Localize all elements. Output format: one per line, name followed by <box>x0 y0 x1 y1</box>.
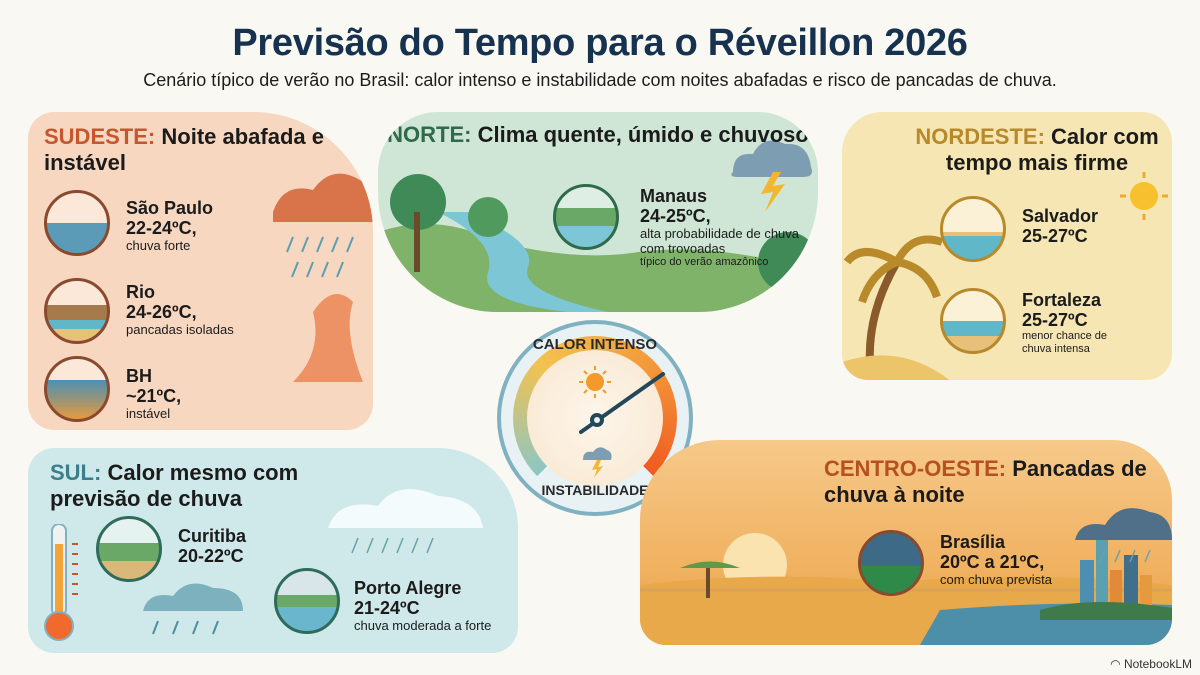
notebooklm-logo-icon: ◠ <box>1110 657 1121 671</box>
region-panel-sudeste: SUDESTE: Noite abafada e instável São Pa… <box>28 112 373 430</box>
sun-icon <box>1120 172 1168 220</box>
mountain-beach-icon <box>44 278 110 344</box>
forest-river-storm-icon <box>553 184 619 250</box>
storm-cloud-icon <box>731 140 812 212</box>
beach-icon <box>940 288 1006 354</box>
region-label-nordeste: NORDESTE: <box>915 124 1045 149</box>
region-panel-nordeste: NORDESTE: Calor com tempo mais firme Sal… <box>842 112 1172 380</box>
city-manaus: Manaus 24-25ºC, alta probabilidade de ch… <box>640 186 800 268</box>
gauge-needle <box>579 372 665 434</box>
palm-tree-illustration <box>842 235 950 380</box>
city-sao-paulo: São Paulo 22-24ºC, chuva forte <box>126 198 214 253</box>
cathedral-night-icon <box>858 530 924 596</box>
region-panel-centro-oeste: CENTRO-OESTE: Pancadas de chuva à noite … <box>640 440 1172 645</box>
sun-icon <box>579 366 611 398</box>
rainforest-river-illustration <box>378 174 818 312</box>
region-head-nordeste: NORDESTE: Calor com tempo mais firme <box>902 124 1172 176</box>
thermometer-icon <box>44 524 78 641</box>
region-head-norte: NORTE: Clima quente, úmido e chuvoso <box>378 122 818 148</box>
savanna-city-illustration <box>640 533 1172 645</box>
city-storm-icon <box>44 356 110 422</box>
region-headline-sul: Calor mesmo com previsão de chuva <box>50 460 299 511</box>
city-porto-alegre: Porto Alegre 21-24ºC chuva moderada a fo… <box>354 578 492 633</box>
page-title: Previsão do Tempo para o Réveillon 2026 <box>232 22 968 64</box>
region-headline-norte: Clima quente, úmido e chuvoso <box>477 122 809 147</box>
city-brasilia: Brasília 20ºC a 21ºC, com chuva prevista <box>940 532 1052 587</box>
rain-cloud-icon <box>273 173 373 382</box>
region-panel-norte: NORTE: Clima quente, úmido e chuvoso Man… <box>378 112 818 312</box>
city-bh: BH ~21ºC, instável <box>126 366 182 421</box>
heat-instability-gauge: CALOR INTENSO INSTABILIDADE <box>497 320 693 516</box>
region-label-centro-oeste: CENTRO-OESTE: <box>824 456 1007 481</box>
city-rio: Rio 24-26ºC, pancadas isoladas <box>126 282 234 337</box>
region-label-sudeste: SUDESTE: <box>44 124 156 149</box>
storm-cloud-icon <box>583 447 612 478</box>
river-rain-icon <box>274 568 340 634</box>
region-panel-sul: SUL: Calor mesmo com previsão de chuva C… <box>28 448 518 653</box>
region-label-sul: SUL: <box>50 460 102 485</box>
city-curitiba: Curitiba 20-22ºC <box>178 526 247 566</box>
rain-cloud-icon <box>328 488 483 554</box>
page-subtitle: Cenário típico de verão no Brasil: calor… <box>143 70 1057 90</box>
gauge-label-calor-intenso: CALOR INTENSO <box>532 336 658 353</box>
gauge-label-instabilidade: INSTABILIDADE <box>541 482 649 498</box>
region-headline-sudeste: Noite abafada e instável <box>44 124 324 175</box>
region-label-norte: NORTE: <box>387 122 472 147</box>
region-headline-centro-oeste: Pancadas de chuva à noite <box>824 456 1147 507</box>
park-city-icon <box>96 516 162 582</box>
beach-sun-icon <box>940 196 1006 262</box>
storm-cloud-icon <box>1075 508 1172 563</box>
city-salvador: Salvador 25-27ºC <box>1022 206 1099 246</box>
umbrella-city-icon <box>44 190 110 256</box>
notebooklm-brand: ◠ NotebookLM <box>1110 657 1192 671</box>
rain-cloud-icon <box>143 583 243 635</box>
region-headline-nordeste: Calor com tempo mais firme <box>945 124 1159 175</box>
city-fortaleza: Fortaleza 25-27ºC menor chance de chuva … <box>1022 290 1107 355</box>
